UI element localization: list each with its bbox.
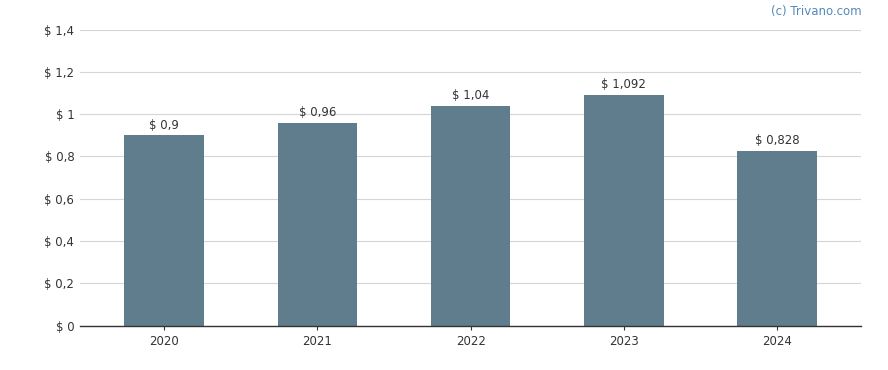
Bar	[278, 122, 357, 326]
Text: (c) Trivano.com: (c) Trivano.com	[771, 5, 861, 18]
Bar	[737, 151, 817, 326]
Text: $ 1,04: $ 1,04	[452, 89, 489, 102]
Bar	[124, 135, 204, 326]
Bar	[584, 95, 663, 326]
Text: $ 0,828: $ 0,828	[755, 134, 799, 147]
Text: $ 1,092: $ 1,092	[601, 78, 646, 91]
Text: $ 0,96: $ 0,96	[298, 106, 336, 119]
Text: $ 0,9: $ 0,9	[149, 119, 179, 132]
Bar	[431, 106, 511, 326]
